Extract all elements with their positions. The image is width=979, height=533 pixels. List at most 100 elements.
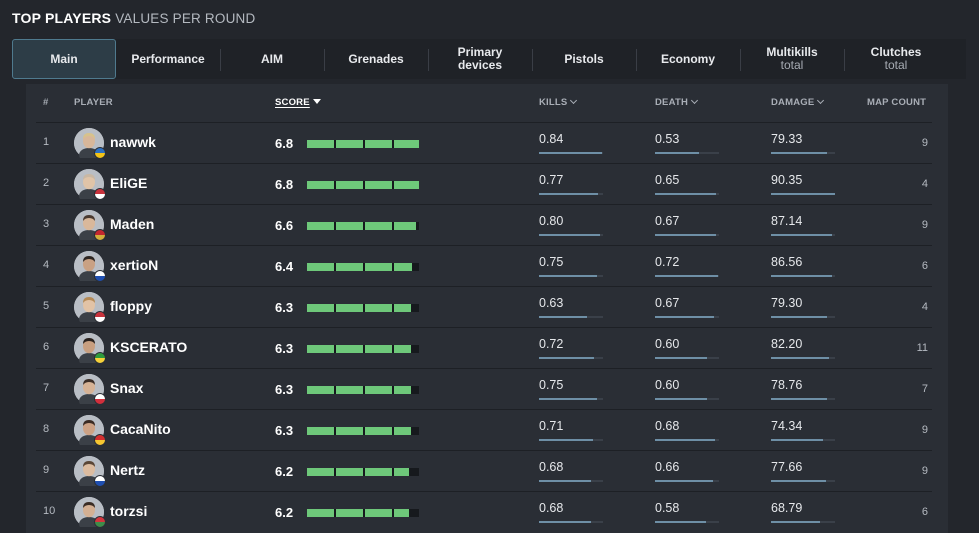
player-name[interactable]: Maden — [110, 216, 155, 232]
kills-bar — [539, 152, 603, 154]
death-bar-fill — [655, 398, 708, 400]
player-rank: 3 — [43, 218, 50, 230]
score-bar-fill — [307, 345, 411, 353]
tab-performance[interactable]: Performance — [116, 39, 220, 79]
player-name[interactable]: CacaNito — [110, 421, 171, 437]
table-row[interactable]: 6 KSCERATO 6.3 0.72 0.60 82.20 11 — [36, 327, 932, 368]
player-death: 0.66 — [655, 460, 680, 474]
kills-bar-fill — [539, 316, 587, 318]
player-kills: 0.68 — [539, 501, 564, 515]
kills-bar — [539, 234, 603, 236]
table-row[interactable]: 1 nawwk 6.8 0.84 0.53 79.33 9 — [36, 122, 932, 163]
player-score: 6.8 — [275, 136, 294, 151]
table-row[interactable]: 9 Nertz 6.2 0.68 0.66 77.66 9 — [36, 450, 932, 491]
table-row[interactable]: 8 CacaNito 6.3 0.71 0.68 74.34 9 — [36, 409, 932, 450]
player-avatar[interactable] — [74, 333, 106, 364]
player-kills: 0.63 — [539, 296, 564, 310]
player-name[interactable]: Nertz — [110, 462, 146, 478]
player-name[interactable]: floppy — [110, 298, 152, 314]
player-rank: 8 — [43, 423, 50, 435]
header-kills-sort[interactable]: KILLS — [539, 96, 578, 108]
sort-desc-icon — [312, 99, 321, 104]
player-map-count: 11 — [916, 342, 928, 354]
table-row[interactable]: 7 Snax 6.3 0.75 0.60 78.76 7 — [36, 368, 932, 409]
player-name[interactable]: EliGE — [110, 175, 148, 191]
player-name[interactable]: Snax — [110, 380, 144, 396]
score-bar — [307, 140, 419, 148]
tab-main[interactable]: Main — [12, 39, 116, 79]
death-bar — [655, 357, 719, 359]
death-bar — [655, 398, 719, 400]
kills-bar-fill — [539, 480, 591, 482]
north-macedonia-flag-icon — [94, 434, 106, 446]
damage-bar-fill — [771, 439, 824, 441]
damage-bar — [771, 398, 835, 400]
player-damage: 82.20 — [771, 337, 803, 351]
player-rank: 4 — [43, 259, 50, 271]
israel-flag-icon — [94, 475, 106, 487]
player-avatar[interactable] — [74, 169, 106, 200]
page-title-sub: VALUES PER ROUND — [115, 11, 256, 26]
header-map-count: MAP COUNT — [867, 97, 927, 108]
tab-label: Grenades — [348, 51, 404, 66]
damage-bar — [771, 480, 835, 482]
death-bar-fill — [655, 316, 714, 318]
damage-bar-fill — [771, 152, 828, 154]
tab-economy[interactable]: Economy — [636, 39, 740, 79]
player-avatar[interactable] — [74, 415, 106, 446]
score-bar-fill — [307, 427, 411, 435]
player-kills: 0.68 — [539, 460, 564, 474]
sweden-flag-icon — [94, 147, 106, 159]
player-map-count: 9 — [921, 424, 928, 436]
player-name[interactable]: KSCERATO — [110, 339, 188, 355]
player-name[interactable]: torzsi — [110, 503, 148, 519]
player-avatar[interactable] — [74, 374, 106, 405]
player-avatar[interactable] — [74, 292, 106, 323]
table-row[interactable]: 10 torzsi 6.2 0.68 0.58 68.79 6 — [36, 491, 932, 532]
tab-aim[interactable]: AIM — [220, 39, 324, 79]
player-map-count: 9 — [921, 137, 928, 149]
kills-bar-fill — [539, 275, 597, 277]
header-score-sort[interactable]: SCORE — [275, 97, 321, 108]
player-avatar[interactable] — [74, 497, 106, 528]
death-bar-fill — [655, 521, 706, 523]
kills-bar-fill — [539, 193, 598, 195]
player-name[interactable]: xertioN — [110, 257, 159, 273]
table-row[interactable]: 2 EliGE 6.8 0.77 0.65 90.35 4 — [36, 163, 932, 204]
player-name[interactable]: nawwk — [110, 134, 156, 150]
kills-bar-fill — [539, 521, 591, 523]
death-bar-fill — [655, 152, 699, 154]
player-damage: 78.76 — [771, 378, 803, 392]
player-kills: 0.84 — [539, 132, 564, 146]
player-avatar[interactable] — [74, 456, 106, 487]
tab-grenades[interactable]: Grenades — [324, 39, 428, 79]
player-kills: 0.72 — [539, 337, 564, 351]
score-bar-fill — [307, 222, 416, 230]
damage-bar — [771, 152, 835, 154]
damage-bar-fill — [771, 275, 832, 277]
table-row[interactable]: 4 xertioN 6.4 0.75 0.72 86.56 6 — [36, 245, 932, 286]
damage-bar-fill — [771, 521, 820, 523]
kills-bar — [539, 480, 603, 482]
player-avatar[interactable] — [74, 210, 106, 241]
player-score: 6.3 — [275, 300, 294, 315]
table-row[interactable]: 3 Maden 6.6 0.80 0.67 87.14 9 — [36, 204, 932, 245]
player-avatar[interactable] — [74, 251, 106, 282]
player-avatar[interactable] — [74, 128, 106, 159]
death-bar — [655, 316, 719, 318]
tab-pistols[interactable]: Pistols — [532, 39, 636, 79]
death-bar — [655, 152, 719, 154]
kills-bar-fill — [539, 152, 602, 154]
tab-multikills[interactable]: Multikills total — [740, 39, 844, 79]
player-death: 0.72 — [655, 255, 680, 269]
player-map-count: 6 — [921, 506, 928, 518]
tab-primary-devices[interactable]: Primary devices — [428, 39, 532, 79]
table-row[interactable]: 5 floppy 6.3 0.63 0.67 79.30 4 — [36, 286, 932, 327]
header-death-sort[interactable]: DEATH — [655, 96, 699, 108]
player-rank: 7 — [43, 382, 50, 394]
player-rank: 2 — [43, 177, 50, 189]
tab-clutches[interactable]: Clutches total — [844, 39, 948, 79]
damage-bar-fill — [771, 357, 830, 359]
damage-bar — [771, 193, 835, 195]
header-damage-sort[interactable]: DAMAGE — [771, 96, 825, 108]
